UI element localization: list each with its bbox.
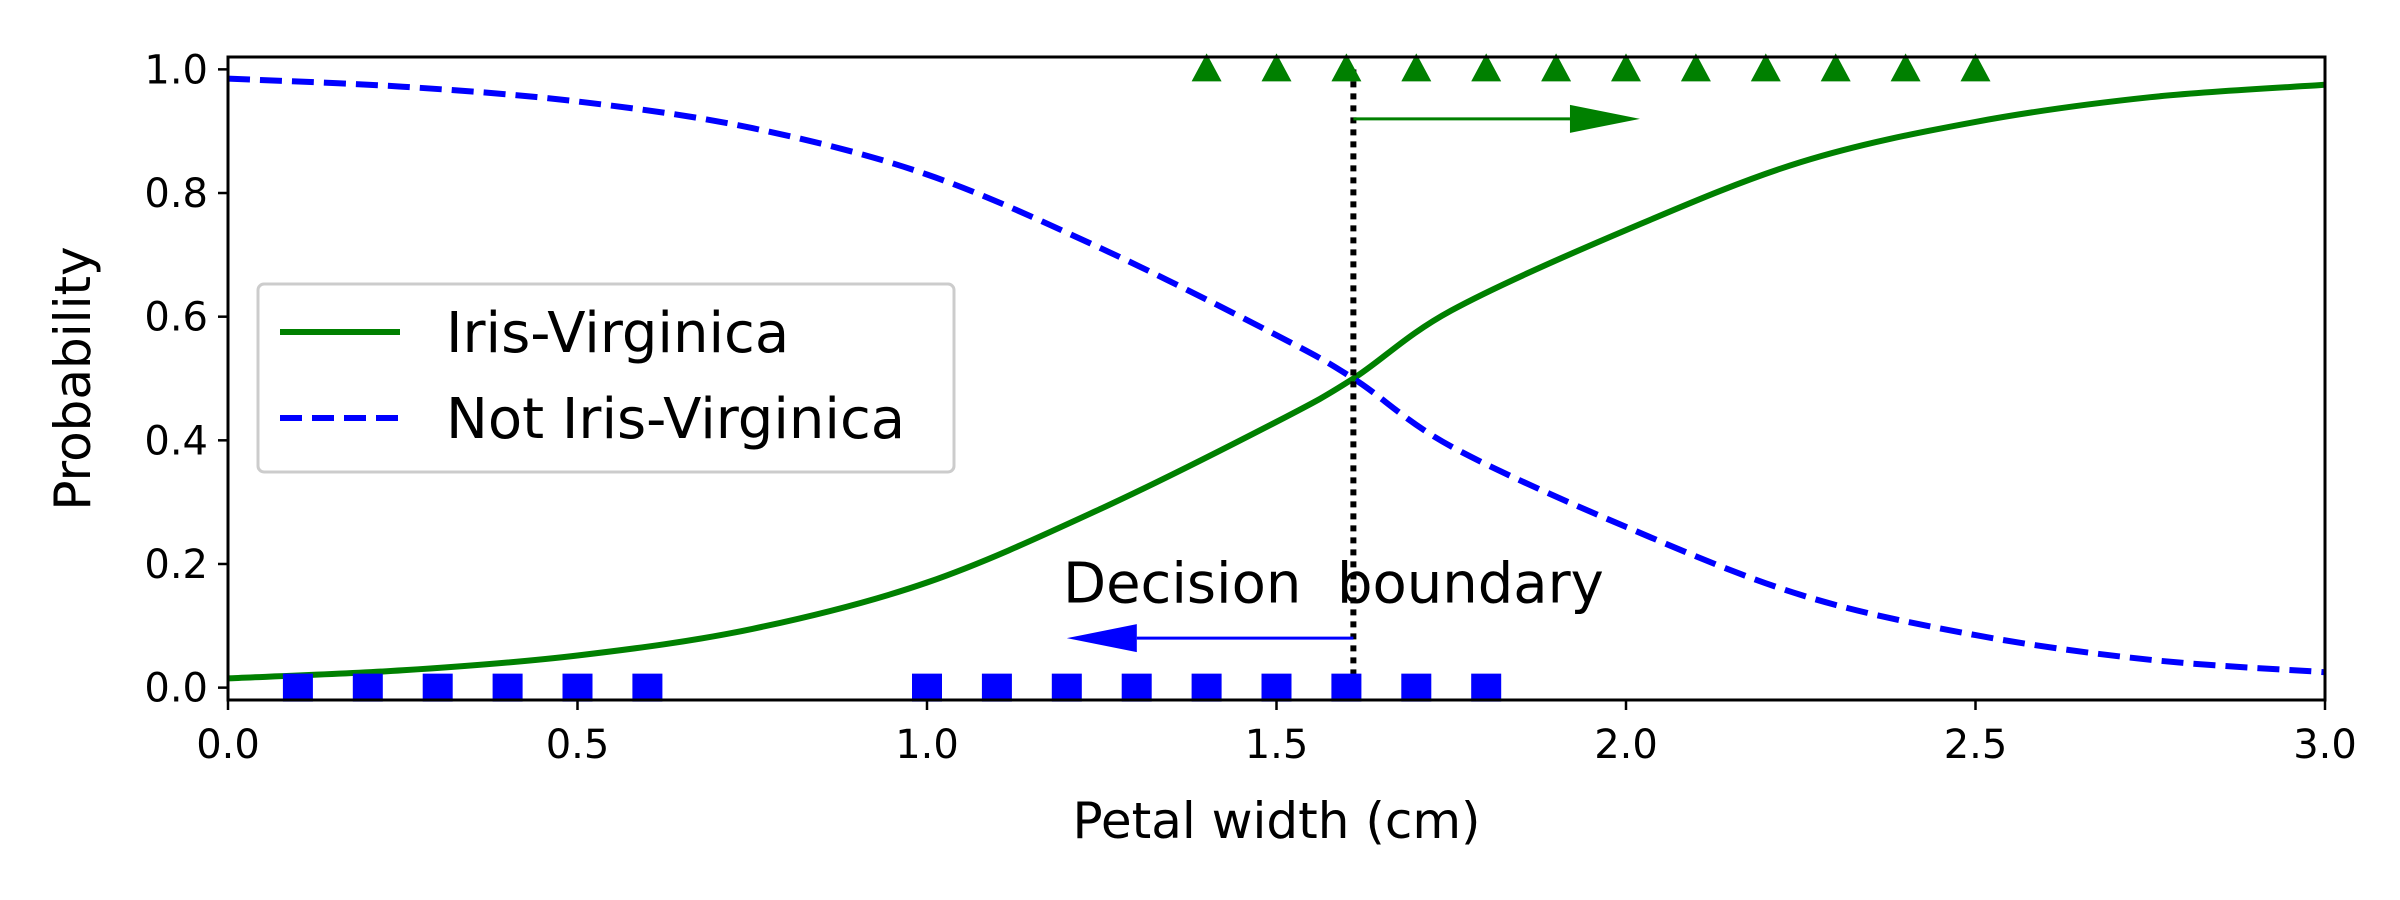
x-tick-label: 2.0 (1594, 722, 1658, 768)
arrow-head-0 (1569, 104, 1640, 133)
square-marker (282, 673, 313, 702)
triangle-marker (1261, 53, 1292, 82)
y-axis-label: Probability (44, 246, 102, 510)
square-marker (1121, 673, 1152, 702)
y-tick-label: 0.4 (144, 418, 208, 464)
square-marker (422, 673, 453, 702)
square-marker (981, 673, 1012, 702)
square-marker (492, 673, 523, 702)
x-tick-label: 0.0 (196, 722, 260, 768)
y-tick-label: 1.0 (144, 47, 208, 93)
y-tick-label: 0.0 (144, 666, 208, 712)
triangle-marker (1401, 53, 1432, 82)
y-tick-label: 0.2 (144, 542, 208, 588)
triangle-marker (1890, 53, 1921, 82)
series-line-not-iris-virginica (227, 75, 2326, 676)
decision-boundary-label: Decision boundary (1063, 552, 1604, 617)
square-marker (1471, 673, 1502, 702)
triangle-marker (1820, 53, 1851, 82)
x-tick-label: 1.0 (895, 722, 959, 768)
triangle-marker (1191, 53, 1222, 82)
x-tick-label: 2.5 (1944, 722, 2008, 768)
triangle-marker (1611, 53, 1641, 82)
legend: Iris-Virginica Not Iris-Virginica (256, 282, 956, 474)
x-tick-label: 0.5 (546, 722, 610, 768)
triangle-marker (1331, 53, 1362, 82)
y-tick-label: 0.6 (144, 295, 208, 341)
arrow-head-1 (1066, 624, 1137, 653)
triangle-marker (1960, 53, 1991, 82)
triangle-marker (1680, 53, 1711, 82)
x-tick-label: 1.5 (1245, 722, 1309, 768)
legend-box (256, 282, 956, 474)
square-marker (1261, 673, 1292, 702)
square-marker (912, 673, 942, 702)
y-tick-label: 0.8 (144, 171, 208, 217)
triangle-marker (1750, 53, 1781, 82)
square-marker (352, 673, 383, 702)
legend-label-not-iris-virginica: Not Iris-Virginica (446, 387, 905, 452)
square-marker (1401, 673, 1432, 702)
square-marker (562, 673, 593, 702)
square-marker (1191, 673, 1222, 702)
square-marker (1331, 673, 1362, 702)
triangle-marker (1541, 53, 1572, 82)
legend-label-iris-virginica: Iris-Virginica (446, 301, 789, 366)
x-tick-label: 3.0 (2293, 722, 2357, 768)
square-marker (632, 673, 663, 702)
triangle-marker (1471, 53, 1502, 82)
square-marker (1051, 673, 1082, 702)
series-line-iris-virginica (227, 81, 2326, 682)
x-axis-label: Petal width (cm) (1072, 792, 1480, 850)
